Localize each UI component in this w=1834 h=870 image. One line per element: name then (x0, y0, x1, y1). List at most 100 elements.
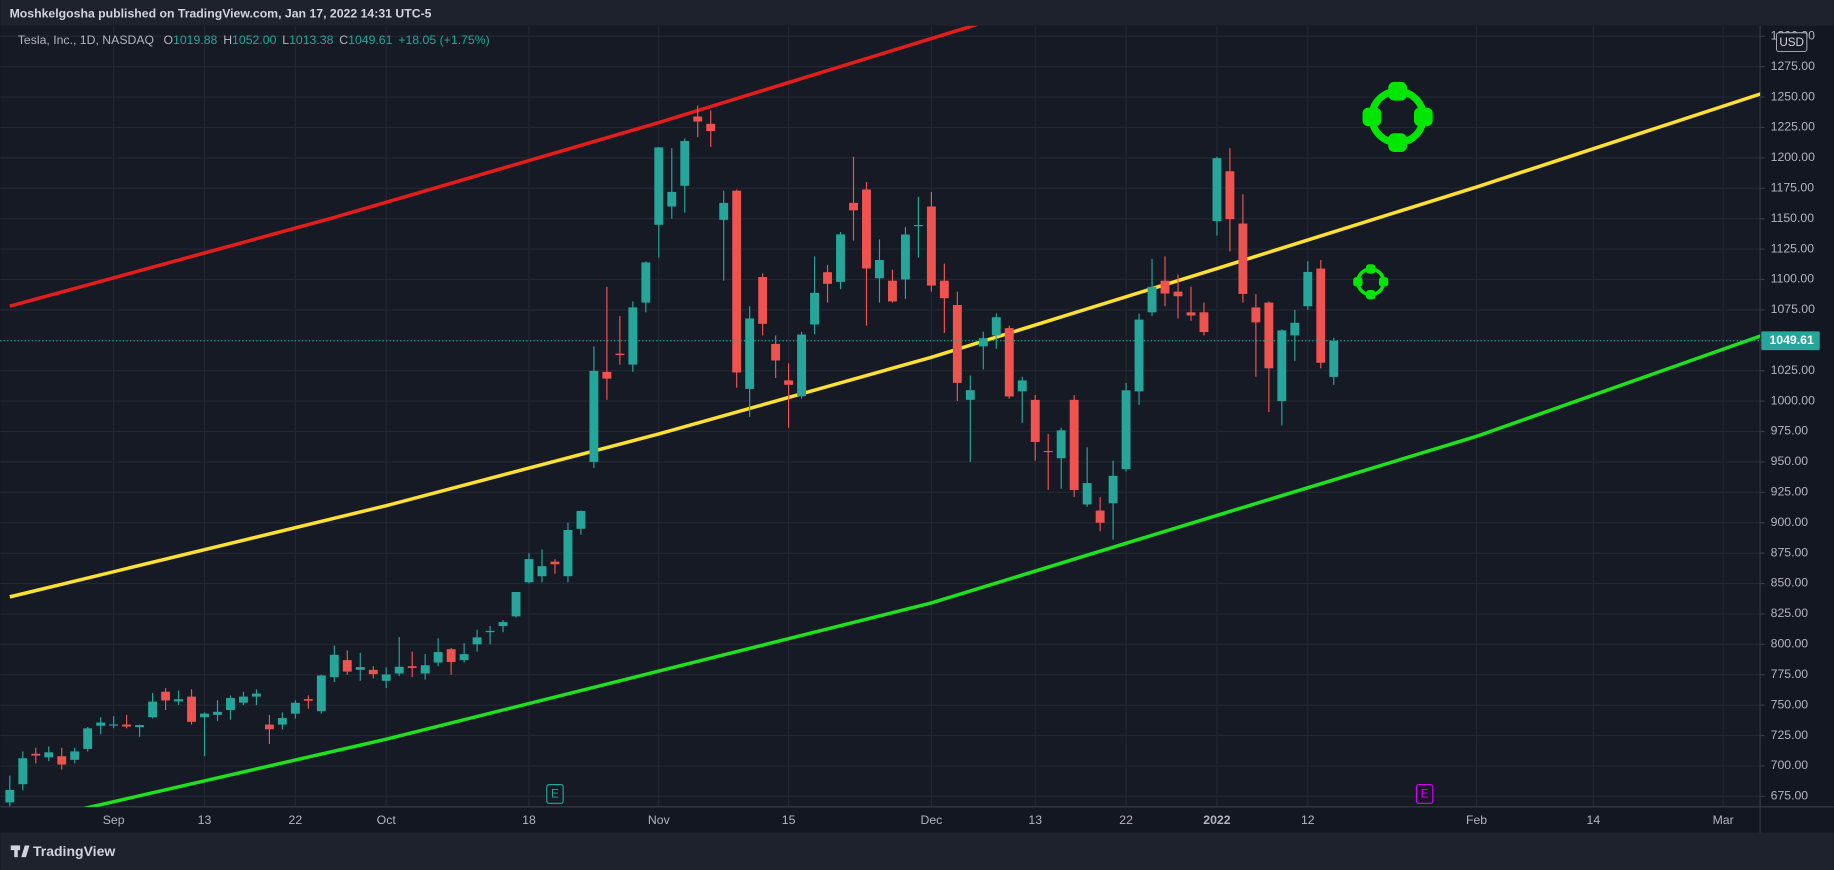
candle-body (1121, 390, 1131, 470)
candle-body (290, 702, 300, 714)
candle-body (472, 637, 482, 645)
candle-body (913, 225, 923, 227)
candle-body (641, 262, 651, 303)
y-tick-label: 750.00 (1771, 697, 1809, 711)
candle-body (122, 724, 132, 727)
candle-body (1056, 430, 1066, 459)
candle-body (394, 666, 404, 674)
candle-body (563, 529, 573, 577)
candle-body (83, 728, 93, 749)
candle-body (316, 675, 326, 712)
candle-body (1225, 171, 1235, 220)
candle-body (589, 370, 599, 462)
y-tick-label: 950.00 (1771, 454, 1809, 468)
candle-body (407, 666, 417, 668)
plot-area (0, 25, 1761, 807)
candle-body (693, 116, 703, 122)
candle-body (18, 758, 28, 785)
legend-change: +18.05 (+1.75%) (398, 33, 489, 47)
candle-body (615, 353, 625, 356)
candle-body (965, 390, 975, 400)
candle-body (706, 123, 716, 131)
currency-label: USD (1779, 36, 1804, 49)
candle-body (745, 318, 755, 389)
candle-body (654, 147, 664, 225)
y-tick-label: 1025.00 (1771, 363, 1816, 377)
candle-body (1030, 399, 1040, 442)
candle-body (1134, 319, 1144, 392)
candle-body (524, 559, 534, 583)
candle-body (991, 317, 1001, 336)
candle-body (758, 277, 768, 324)
x-tick-label: Sep (103, 813, 125, 827)
candle-body (1108, 475, 1118, 504)
y-tick-label: 925.00 (1771, 485, 1809, 499)
candle-body (667, 191, 677, 207)
legend-key: H (223, 33, 232, 47)
candle-body (1212, 158, 1222, 222)
candle-body (1095, 510, 1105, 523)
x-tick-label: 15 (782, 813, 796, 827)
candle-body (1329, 340, 1339, 377)
y-tick-label: 1250.00 (1771, 89, 1816, 103)
candle-body (1277, 330, 1287, 402)
candle-body (900, 234, 910, 280)
candle-body (1147, 286, 1157, 313)
candle-body (57, 756, 67, 765)
target-icon-small (1353, 264, 1389, 300)
candle-body (226, 698, 235, 710)
candle-body (213, 711, 222, 715)
x-tick-label: 12 (1301, 813, 1315, 827)
candle-body (1173, 291, 1183, 297)
candle-body (1199, 312, 1209, 333)
event-label: E (551, 788, 559, 801)
candle-body (1264, 302, 1274, 369)
y-tick-label: 825.00 (1771, 606, 1809, 620)
y-tick-label: 1175.00 (1771, 180, 1815, 194)
candle-body (719, 202, 729, 220)
legend-key: C (339, 33, 348, 47)
candle-body (420, 665, 430, 674)
legend-value: 1049.61 (348, 33, 393, 47)
candle-body (939, 280, 949, 299)
y-tick-label: 875.00 (1771, 545, 1809, 559)
candle-body (849, 202, 858, 211)
x-tick-label: 18 (522, 813, 536, 827)
legend-value: 1052.00 (232, 33, 277, 47)
y-tick-label: 1000.00 (1771, 393, 1816, 407)
event-label: E (1421, 788, 1429, 801)
candle-body (342, 660, 352, 672)
y-tick-label: 1200.00 (1771, 150, 1816, 164)
y-tick-label: 1125.00 (1771, 241, 1815, 255)
candle-body (1251, 307, 1261, 323)
x-tick-label: 13 (1028, 813, 1042, 827)
candle-body (239, 696, 248, 703)
candle-body (926, 206, 936, 286)
candle-body (1303, 271, 1313, 307)
candle-body (303, 699, 313, 701)
top-bar (0, 0, 1834, 26)
candle-body (31, 753, 41, 756)
channels (9, 25, 1761, 807)
event-marker (546, 784, 564, 804)
chart-layers: 675.00 700.00 725.00 750.00 775.00 800.00 825.… (0, 25, 1834, 833)
y-tick-label: 800.00 (1771, 637, 1809, 651)
candle-body (251, 693, 261, 697)
candle-body (628, 307, 638, 365)
candle-body (161, 691, 171, 701)
legend-symbol: Tesla, Inc., 1D, NASDAQ (18, 33, 154, 47)
candle-body (329, 654, 339, 678)
legend: Tesla, Inc., 1D, NASDAQ O1019.88 H1052.00 L… (18, 33, 490, 47)
y-tick-label: 725.00 (1771, 728, 1809, 742)
candle-body (187, 696, 196, 722)
x-tick-label: Dec (920, 813, 942, 827)
legend-key: O (163, 33, 173, 47)
y-tick-label: 900.00 (1771, 515, 1809, 529)
candle-body (836, 234, 845, 282)
candle-body (1160, 280, 1170, 294)
candle-body (433, 652, 443, 663)
candle-body (485, 630, 495, 633)
candle-body (368, 669, 378, 675)
